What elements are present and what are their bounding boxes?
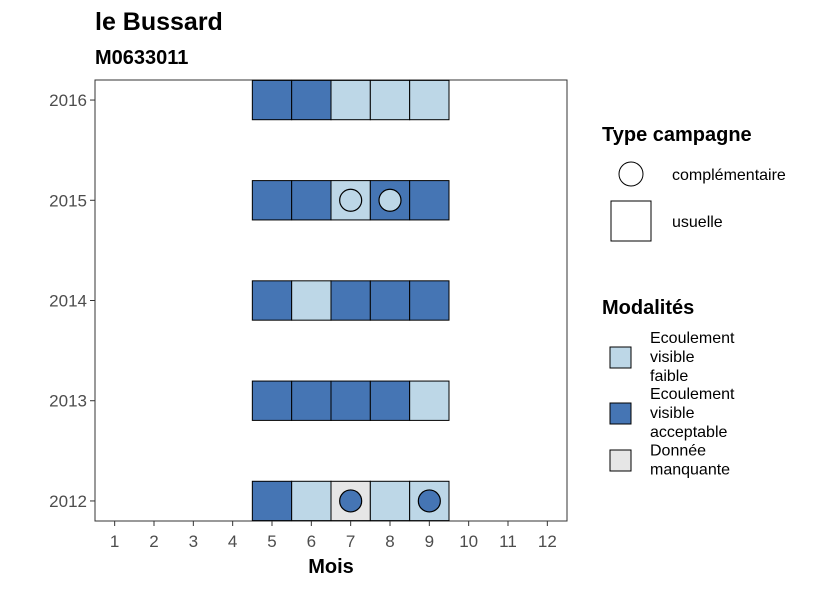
point-complementaire-2015-7 (340, 189, 362, 211)
y-tick-label-2016: 2016 (49, 91, 87, 110)
legend-type-complementaire: complémentaire (672, 167, 786, 184)
x-tick-label-2: 2 (149, 532, 158, 551)
cell-2014-5 (252, 281, 291, 320)
x-tick-label-6: 6 (307, 532, 316, 551)
legend-modalites-title: Modalités (602, 297, 694, 319)
cell-2012-6 (292, 481, 331, 520)
cell-2015-6 (292, 181, 331, 220)
y-tick-label-2015: 2015 (49, 191, 87, 210)
x-tick-label-3: 3 (189, 532, 198, 551)
point-complementaire-2015-8 (379, 189, 401, 211)
x-axis-label: Mois (308, 556, 354, 578)
cell-2016-8 (370, 80, 409, 119)
x-tick-label-12: 12 (538, 532, 557, 551)
cell-2016-7 (331, 80, 370, 119)
y-tick-label-2013: 2013 (49, 392, 87, 411)
legend-type-usuelle: usuelle (672, 214, 723, 231)
cell-2013-7 (331, 381, 370, 420)
cell-2015-5 (252, 181, 291, 220)
legend-key-acceptable (610, 403, 631, 424)
point-complementaire-2012-7 (340, 490, 362, 512)
cell-2016-9 (410, 80, 449, 119)
chart-subtitle: M0633011 (95, 47, 188, 69)
x-tick-label-10: 10 (459, 532, 478, 551)
cell-2014-7 (331, 281, 370, 320)
legend-type-title: Type campagne (602, 124, 752, 146)
cell-2016-6 (292, 80, 331, 119)
cell-2016-5 (252, 80, 291, 119)
cell-2012-8 (370, 481, 409, 520)
legend-type-campagne: Type campagne complémentaire usuelle (602, 124, 786, 241)
legend-circle-key (619, 162, 643, 186)
y-tick-label-2014: 2014 (49, 292, 87, 311)
legend-label-faible: Ecoulement visible faible (650, 330, 735, 385)
x-tick-label-4: 4 (228, 532, 237, 551)
cell-2014-8 (370, 281, 409, 320)
cell-2014-9 (410, 281, 449, 320)
x-tick-label-9: 9 (425, 532, 434, 551)
cell-2012-5 (252, 481, 291, 520)
cell-2013-5 (252, 381, 291, 420)
legend-modalites: Modalités Ecoulement visible faibleEcoulem… (602, 297, 735, 479)
cell-2014-6 (292, 281, 331, 320)
point-complementaire-2012-9 (418, 490, 440, 512)
x-tick-label-11: 11 (499, 532, 517, 551)
cell-2015-9 (410, 181, 449, 220)
legend-key-faible (610, 347, 631, 368)
cell-2013-9 (410, 381, 449, 420)
x-axis: 1 2 3 4 5 6 7 8 9 10 11 12 (110, 521, 557, 551)
x-tick-label-8: 8 (385, 532, 394, 551)
x-tick-label-1: 1 (110, 532, 119, 551)
legend-label-acceptable: Ecoulement visible acceptable (650, 386, 735, 441)
legend-key-manquante (610, 450, 631, 471)
x-tick-label-7: 7 (346, 532, 355, 551)
legend-square-key (611, 201, 651, 241)
x-tick-label-5: 5 (267, 532, 276, 551)
legend-label-manquante: Donnée manquante (650, 443, 730, 479)
chart-title: le Bussard (95, 8, 223, 36)
cell-2013-8 (370, 381, 409, 420)
y-tick-label-2012: 2012 (49, 492, 87, 511)
y-axis: 2012 2013 2014 2015 2016 (49, 91, 95, 511)
cell-2013-6 (292, 381, 331, 420)
